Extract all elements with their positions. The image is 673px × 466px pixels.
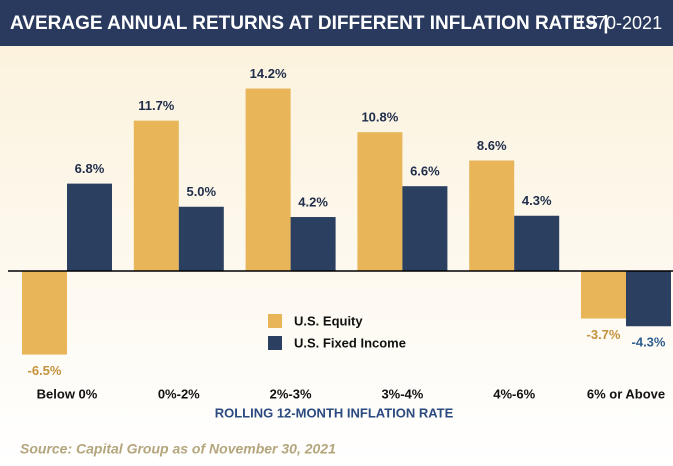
chart-title: AVERAGE ANNUAL RETURNS AT DIFFERENT INFL…	[10, 13, 609, 34]
legend-label: U.S. Equity	[294, 313, 363, 328]
x-tick-label: 3%-4%	[381, 386, 423, 401]
legend-label: U.S. Fixed Income	[294, 335, 406, 350]
source: Source: Capital Group as of November 30,…	[20, 441, 336, 457]
bar	[357, 132, 403, 271]
title-bar	[0, 0, 673, 46]
x-tick-label: 6% or Above	[587, 386, 665, 401]
bar	[178, 206, 224, 271]
bar	[514, 215, 560, 271]
bar	[581, 271, 626, 319]
value-label: 4.3%	[522, 193, 552, 208]
value-label: -4.3%	[632, 335, 666, 350]
value-label: 14.2%	[250, 66, 287, 81]
value-label: 10.8%	[361, 110, 398, 125]
bar	[626, 271, 671, 327]
value-label: 6.6%	[410, 164, 440, 179]
value-label: -6.5%	[28, 363, 62, 378]
chart-subtitle: 1970-2021	[576, 13, 662, 33]
x-tick-label: 2%-3%	[270, 386, 312, 401]
value-label: 6.8%	[75, 161, 105, 176]
bar	[67, 183, 112, 271]
legend-swatch	[268, 314, 282, 328]
bar	[22, 271, 67, 355]
x-tick-label: 4%-6%	[493, 386, 535, 401]
value-label: 8.6%	[477, 138, 507, 153]
x-tick-label: Below 0%	[37, 386, 98, 401]
x-axis-label: ROLLING 12-MONTH INFLATION RATE	[215, 405, 454, 420]
value-label: 11.7%	[138, 98, 175, 113]
bar	[290, 217, 336, 271]
value-label: -3.7%	[587, 327, 621, 342]
value-label: 4.2%	[298, 194, 328, 209]
bar	[469, 160, 515, 271]
legend-swatch	[268, 336, 282, 350]
bar	[402, 186, 448, 271]
bar	[245, 88, 291, 271]
value-label: 5.0%	[186, 184, 216, 199]
x-tick-label: 0%-2%	[158, 386, 200, 401]
bar	[133, 120, 179, 271]
